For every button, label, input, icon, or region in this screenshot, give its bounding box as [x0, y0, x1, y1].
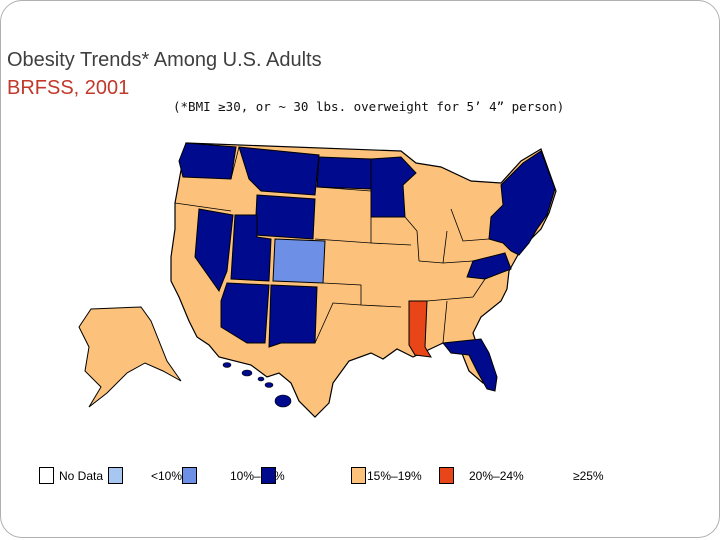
us-obesity-map	[78, 142, 557, 418]
legend-swatch-under-10	[108, 467, 123, 484]
state-co	[272, 238, 326, 284]
state-nm	[268, 284, 318, 348]
legend-label-10-14: 10%–14%	[230, 469, 285, 483]
state-va	[466, 252, 512, 280]
legend-label-under-10: <10%	[151, 469, 183, 483]
legend-swatch-20-24	[351, 467, 366, 484]
state-fl	[442, 338, 498, 392]
legend-swatch-no-data	[39, 467, 54, 484]
state-nv	[194, 208, 234, 293]
state-wy	[254, 194, 316, 240]
state-ak	[78, 306, 182, 408]
bmi-footnote: (*BMI ≥30, or ~ 30 lbs. overweight for 5…	[173, 99, 565, 114]
state-ut	[230, 214, 272, 282]
northeast-states	[488, 150, 556, 256]
state-borders	[174, 146, 490, 344]
legend-label-20-24: 20%–24%	[469, 469, 524, 483]
state-az	[220, 282, 270, 344]
map-legend: No Data <10% 10%–14% 15%–19% 20%–24% ≥25…	[1, 463, 719, 493]
legend-label-no-data: No Data	[59, 469, 104, 483]
map-title: Obesity Trends* Among U.S. Adults	[7, 49, 322, 71]
legend-label-15-19: 15%–19%	[367, 469, 422, 483]
state-hi	[222, 362, 292, 408]
map-subtitle-source: BRFSS, 2001	[7, 77, 130, 99]
legend-label-25-plus: ≥25%	[573, 469, 604, 483]
legend-swatch-15-19	[261, 467, 276, 484]
legend-swatch-25-plus	[439, 467, 454, 484]
legend-swatch-10-14	[182, 467, 197, 484]
state-nd	[316, 156, 372, 190]
state-wa	[178, 142, 237, 180]
state-mt	[238, 146, 320, 196]
